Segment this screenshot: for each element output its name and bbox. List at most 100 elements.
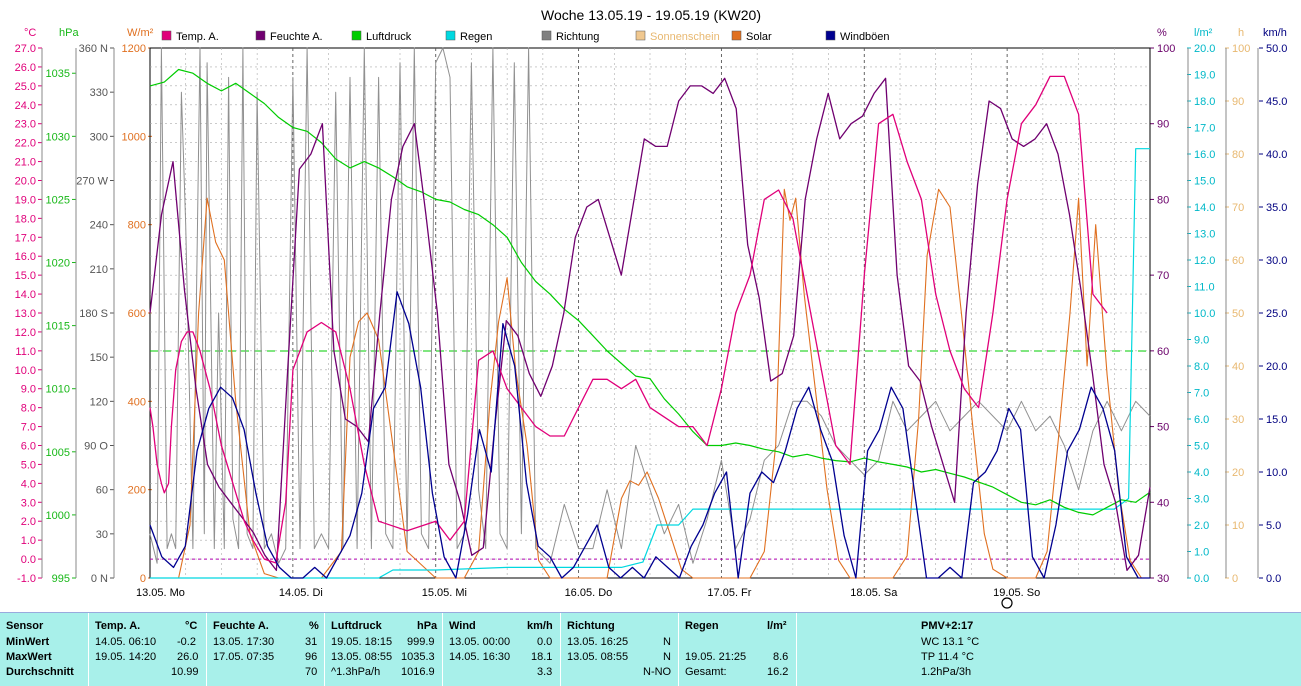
temp-tick-label: 25.0 — [15, 81, 36, 93]
solar-tick-label: 400 — [128, 396, 146, 408]
x-tick-label: 15.05. Mi — [422, 587, 467, 599]
x-tick-label: 18.05. Sa — [850, 587, 898, 599]
rain-tick-label: 12.0 — [1194, 255, 1215, 267]
press-tick-label: 1010 — [46, 384, 70, 396]
solar-tick-label: 800 — [128, 220, 146, 232]
x-tick-label: 14.05. Di — [279, 587, 323, 599]
dir-tick-label: 0 N — [91, 573, 108, 585]
hum-tick-label: 30 — [1157, 573, 1169, 585]
grid — [150, 48, 1150, 578]
sun-tick-label: 0 — [1232, 573, 1238, 585]
legend-swatch — [351, 30, 362, 41]
temp-avg-value: 10.99 — [171, 666, 199, 678]
sun-marker-icon — [1001, 597, 1013, 609]
series-windboeen — [149, 291, 1150, 579]
temp-tick-label: 6.0 — [21, 441, 36, 453]
stats-col-hum: Feuchte A. % 13.05. 17:30 31 17.05. 07:3… — [206, 613, 325, 686]
legend-swatch — [635, 30, 646, 41]
rain-tick-label: 8.0 — [1194, 361, 1209, 373]
rain-tick-label: 5.0 — [1194, 441, 1209, 453]
rain-tick-label: 3.0 — [1194, 494, 1209, 506]
legend-swatch — [731, 30, 742, 41]
pmv-wc: WC 13.1 °C — [921, 636, 980, 648]
temp-tick-label: 11.0 — [15, 346, 36, 358]
hdr-press-unit: hPa — [417, 620, 438, 632]
press-tick-label: 1015 — [46, 321, 70, 333]
temp-tick-label: 19.0 — [15, 194, 36, 206]
x-tick-label: 19.05. So — [993, 587, 1040, 599]
press-tick-label: 1020 — [46, 258, 70, 270]
hdr-hum-unit: % — [309, 620, 319, 632]
temp-tick-label: 27.0 — [15, 43, 36, 55]
hum-avg-value: 70 — [305, 666, 318, 678]
temp-tick-label: 20.0 — [15, 176, 36, 188]
sun-tick-label: 70 — [1232, 202, 1244, 214]
rain-max-time: 19.05. 21:25 — [685, 651, 747, 663]
temp-tick-label: 13.0 — [15, 308, 36, 320]
hum-axis-unit: % — [1157, 27, 1167, 39]
dir-avg-value: N-NO — [643, 666, 672, 678]
wind-axis-unit: km/h — [1263, 27, 1287, 39]
hdr-rain: Regen — [685, 620, 719, 632]
sun-tick-label: 30 — [1232, 414, 1244, 426]
legend-swatch — [541, 30, 552, 41]
series — [149, 47, 1151, 579]
hdr-hum: Feuchte A. — [213, 620, 269, 632]
hum-tick-label: 100 — [1157, 43, 1175, 55]
rain-total-label: Gesamt: — [685, 666, 727, 678]
wind-min-time: 13.05. 00:00 — [449, 636, 511, 648]
wind-max-time: 14.05. 16:30 — [449, 651, 511, 663]
stats-table: Sensor MinWert MaxWert Durchschnitt Temp… — [0, 612, 1301, 686]
wind-min-value: 0.0 — [537, 636, 553, 648]
temp-tick-label: 17.0 — [15, 232, 36, 244]
press-max-time: 13.05. 08:55 — [331, 651, 393, 663]
solar-axis-unit: W/m² — [127, 27, 154, 39]
hum-max-time: 17.05. 07:35 — [213, 651, 275, 663]
wind-avg-value: 3.3 — [537, 666, 553, 678]
chart-title: Woche 13.05.19 - 19.05.19 (KW20) — [541, 7, 761, 23]
rain-tick-label: 20.0 — [1194, 43, 1215, 55]
temp-tick-label: 21.0 — [15, 157, 36, 169]
wind-tick-label: 10.0 — [1266, 467, 1287, 479]
hdr-rain-unit: l/m² — [767, 620, 787, 632]
dir-tick-label: 270 W — [76, 176, 108, 188]
press-min-value: 999.9 — [407, 636, 435, 648]
temp-tick-label: 18.0 — [15, 213, 36, 225]
series-solar — [150, 188, 1150, 579]
wind-tick-label: 20.0 — [1266, 361, 1287, 373]
temp-tick-label: 7.0 — [21, 422, 36, 434]
wind-tick-label: 5.0 — [1266, 520, 1281, 532]
wind-tick-label: 45.0 — [1266, 96, 1287, 108]
rain-axis: l/m² 20.0 19.0 18.0 17.0 16.0 15.0 14.0 13.0 12.0… — [1187, 27, 1215, 585]
rain-tick-label: 14.0 — [1194, 202, 1215, 214]
legend-label: Sonnenschein — [650, 31, 720, 43]
stats-col-pmv: PMV+2:17 WC 13.1 °C TP 11.4 °C 1.2hPa/3h — [796, 613, 1301, 686]
row-label-min: MinWert — [6, 636, 50, 648]
legend-label: Solar — [746, 31, 772, 43]
dir-tick-label: 210 — [90, 264, 108, 276]
x-tick-label: 13.05. Mo — [136, 587, 185, 599]
temp-tick-label: 26.0 — [15, 62, 36, 74]
pmv-tp: TP 11.4 °C — [921, 651, 974, 663]
legend-swatch — [255, 30, 266, 41]
x-tick-label: 16.05. Do — [565, 587, 613, 599]
stats-col-sensor: Sensor MinWert MaxWert Durchschnitt — [0, 613, 88, 686]
dir-min-value: N — [663, 636, 671, 648]
dir-axis: 360 N 330 300 270 W 240 210 180 S 150 120 90 O 60 3… — [76, 43, 114, 585]
temp-axis: °C 27.0 26.0 25.0 24.0 23.0 22.0 21.0 20.0 19.0 18… — [15, 27, 42, 585]
solar-tick-label: 600 — [128, 308, 146, 320]
hdr-wind-unit: km/h — [527, 620, 553, 632]
solar-tick-label: 1200 — [122, 43, 146, 55]
pmv-trend: 1.2hPa/3h — [921, 666, 972, 678]
rain-tick-label: 6.0 — [1194, 414, 1209, 426]
temp-tick-label: 24.0 — [15, 100, 36, 112]
temp-tick-label: 2.0 — [21, 516, 36, 528]
press-avg-value: 1016.9 — [401, 666, 435, 678]
wind-tick-label: 0.0 — [1266, 573, 1281, 585]
legend-label: Luftdruck — [366, 31, 412, 43]
dir-tick-label: 120 — [90, 396, 108, 408]
series-regen — [150, 148, 1150, 579]
temp-tick-label: 12.0 — [15, 327, 36, 339]
legend-label: Richtung — [556, 31, 599, 43]
wind-tick-label: 50.0 — [1266, 43, 1287, 55]
